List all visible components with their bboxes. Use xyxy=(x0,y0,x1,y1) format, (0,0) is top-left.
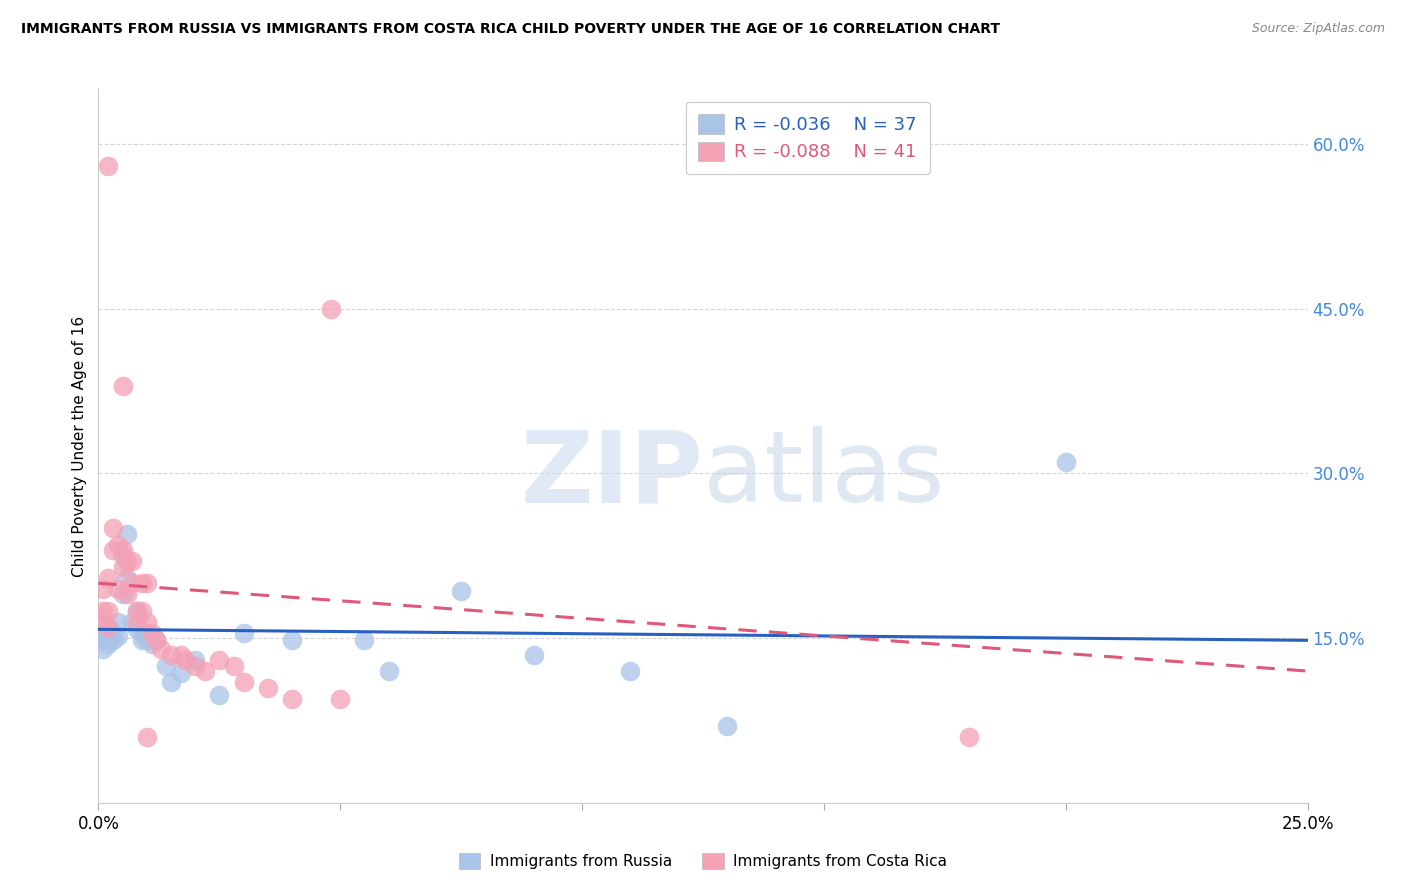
Point xyxy=(121,576,143,591)
Point xyxy=(97,571,120,585)
Point xyxy=(131,633,153,648)
Text: atlas: atlas xyxy=(703,426,945,523)
Point xyxy=(155,658,177,673)
Point xyxy=(117,526,139,541)
Point xyxy=(97,620,120,634)
Point xyxy=(135,730,157,744)
Point xyxy=(97,637,120,651)
Point xyxy=(232,625,254,640)
Point xyxy=(281,691,304,706)
Point xyxy=(523,648,546,662)
Point xyxy=(150,642,173,657)
Legend: R = -0.036    N = 37, R = -0.088    N = 41: R = -0.036 N = 37, R = -0.088 N = 41 xyxy=(686,102,929,174)
Point xyxy=(160,648,183,662)
Legend: Immigrants from Russia, Immigrants from Costa Rica: Immigrants from Russia, Immigrants from … xyxy=(453,847,953,875)
Point xyxy=(117,587,139,601)
Point xyxy=(107,582,129,596)
Point xyxy=(131,576,153,591)
Point xyxy=(107,615,129,629)
Point xyxy=(169,648,191,662)
Point xyxy=(91,633,114,648)
Point xyxy=(135,625,157,640)
Point xyxy=(117,554,139,568)
Point xyxy=(97,159,120,173)
Point xyxy=(141,625,163,640)
Point xyxy=(329,691,352,706)
Point xyxy=(160,675,183,690)
Point xyxy=(232,675,254,690)
Point xyxy=(184,658,207,673)
Point xyxy=(184,653,207,667)
Point xyxy=(101,543,124,558)
Point xyxy=(135,615,157,629)
Text: Source: ZipAtlas.com: Source: ZipAtlas.com xyxy=(1251,22,1385,36)
Point xyxy=(111,559,134,574)
Point xyxy=(174,653,197,667)
Point xyxy=(117,571,139,585)
Point xyxy=(619,664,641,678)
Point xyxy=(222,658,245,673)
Point xyxy=(377,664,399,678)
Point xyxy=(111,587,134,601)
Point xyxy=(716,719,738,733)
Point xyxy=(121,615,143,629)
Point xyxy=(91,625,114,640)
Point xyxy=(208,688,231,702)
Point xyxy=(169,666,191,681)
Point xyxy=(111,549,134,563)
Point xyxy=(91,615,114,629)
Point xyxy=(91,642,114,657)
Text: ZIP: ZIP xyxy=(520,426,703,523)
Point xyxy=(111,543,134,558)
Point xyxy=(194,664,217,678)
Point xyxy=(281,633,304,648)
Y-axis label: Child Poverty Under the Age of 16: Child Poverty Under the Age of 16 xyxy=(72,316,87,576)
Point xyxy=(145,633,167,648)
Point xyxy=(101,521,124,535)
Point xyxy=(127,623,149,637)
Point xyxy=(97,620,120,634)
Point xyxy=(353,633,375,648)
Point xyxy=(127,615,149,629)
Point xyxy=(131,625,153,640)
Point xyxy=(91,604,114,618)
Point xyxy=(1054,455,1077,469)
Point xyxy=(145,633,167,648)
Point xyxy=(107,538,129,552)
Text: IMMIGRANTS FROM RUSSIA VS IMMIGRANTS FROM COSTA RICA CHILD POVERTY UNDER THE AGE: IMMIGRANTS FROM RUSSIA VS IMMIGRANTS FRO… xyxy=(21,22,1000,37)
Point xyxy=(450,583,472,598)
Point xyxy=(91,582,114,596)
Point xyxy=(141,637,163,651)
Point xyxy=(127,604,149,618)
Point xyxy=(97,604,120,618)
Point xyxy=(957,730,980,744)
Point xyxy=(319,301,342,316)
Point xyxy=(256,681,278,695)
Point xyxy=(135,576,157,591)
Point xyxy=(107,629,129,643)
Point xyxy=(97,631,120,645)
Point xyxy=(135,633,157,648)
Point xyxy=(127,604,149,618)
Point xyxy=(101,633,124,648)
Point xyxy=(121,554,143,568)
Point xyxy=(131,604,153,618)
Point xyxy=(208,653,231,667)
Point xyxy=(101,625,124,640)
Point xyxy=(111,378,134,392)
